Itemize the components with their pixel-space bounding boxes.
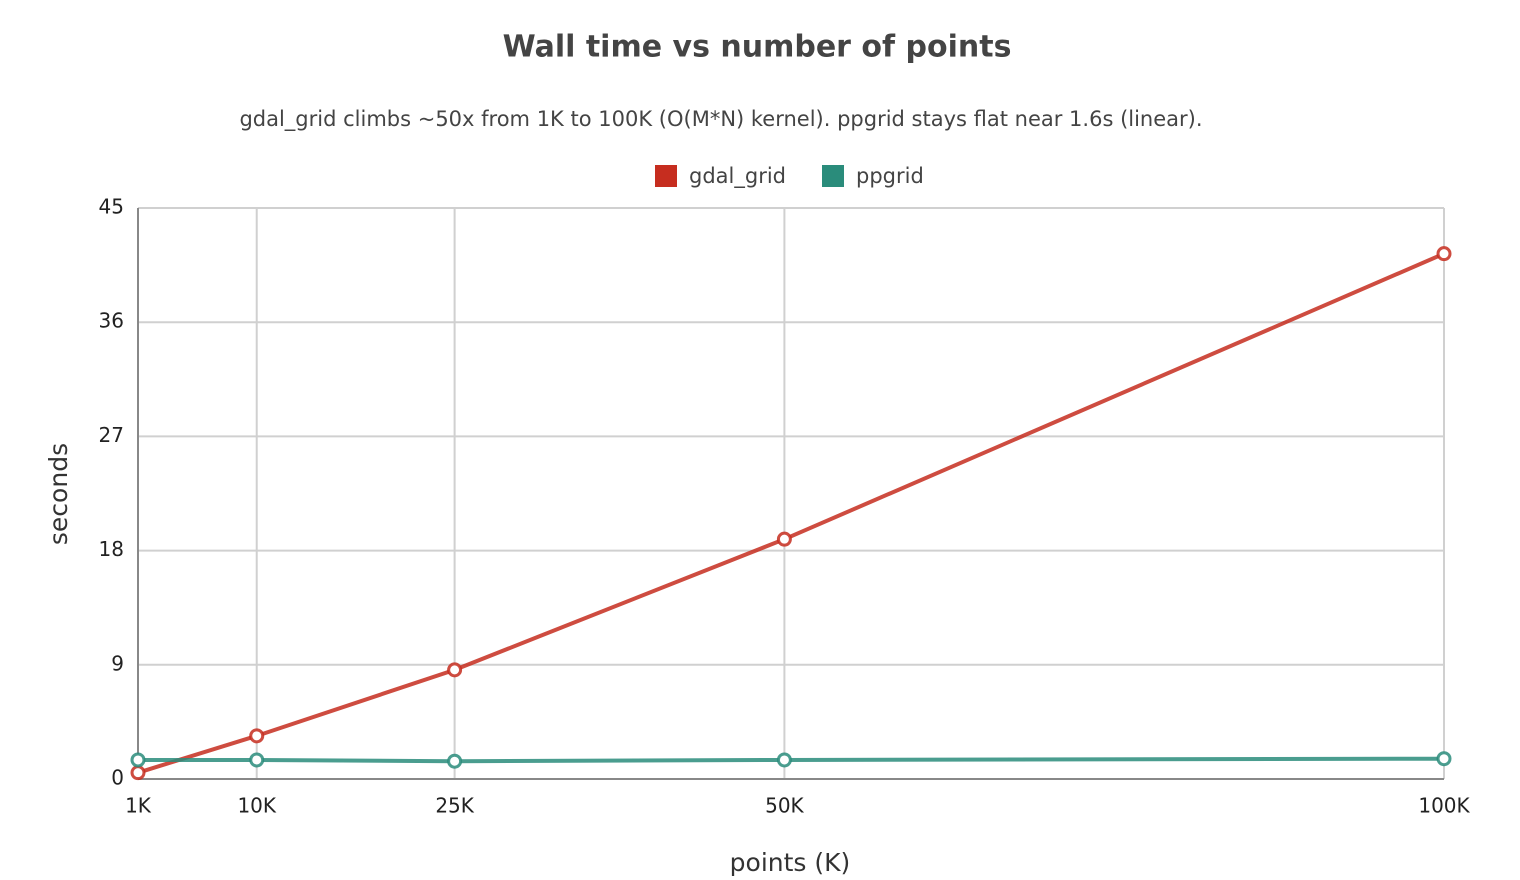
y-axis-label: seconds	[44, 443, 73, 545]
y-tick-label: 0	[111, 766, 124, 790]
data-point	[1436, 751, 1452, 767]
y-tick-label: 45	[99, 195, 124, 219]
x-tick-label: 10K	[237, 794, 276, 818]
y-tick-label: 36	[99, 309, 124, 333]
data-point	[249, 752, 265, 768]
chart-title: Wall time vs number of points	[503, 30, 1012, 65]
x-tick-label: 25K	[435, 794, 474, 818]
data-point	[249, 728, 265, 744]
data-point	[130, 752, 146, 768]
x-tick-label: 100K	[1418, 794, 1470, 818]
x-tick-label: 50K	[765, 794, 804, 818]
y-tick-label: 18	[99, 537, 124, 561]
series-line	[137, 251, 1445, 775]
chart-subtitle: gdal_grid climbs ~50x from 1K to 100K (O…	[239, 107, 1202, 132]
x-axis-label: points (K)	[730, 848, 851, 877]
legend-swatch	[822, 165, 844, 187]
y-tick-label: 27	[99, 423, 124, 447]
data-point	[776, 531, 792, 547]
data-point	[447, 753, 463, 769]
x-tick-label: 1K	[125, 794, 152, 818]
legend-label: gdal_grid	[689, 164, 786, 189]
data-point	[447, 662, 463, 678]
data-point	[1436, 246, 1452, 262]
data-point	[130, 765, 146, 781]
data-point	[776, 752, 792, 768]
legend-label: ppgrid	[856, 164, 924, 188]
legend-swatch	[655, 165, 677, 187]
y-tick-label: 9	[111, 651, 124, 675]
